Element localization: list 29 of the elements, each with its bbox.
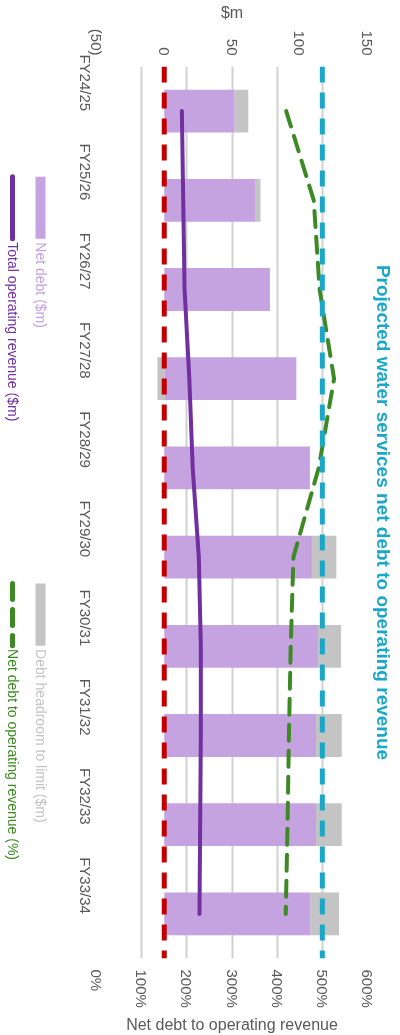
y-tick-label: FY32/33 — [77, 768, 94, 825]
x-tick-label: 500% — [313, 969, 331, 1008]
x-tick-label: 100% — [133, 969, 151, 1008]
y-tick-label: FY26/27 — [77, 232, 94, 290]
text: Total operating revenue ($m) — [4, 242, 21, 422]
x2-tick-label: 50 — [223, 38, 241, 56]
y-tick-label: FY33/34 — [77, 857, 94, 914]
x-tick-label: 300% — [223, 969, 241, 1008]
x2-tick-label: 100 — [291, 30, 309, 56]
y-tick-label: FY31/32 — [77, 678, 94, 736]
y-tick-label: FY24/25 — [77, 54, 94, 112]
y-tick-label: FY28/29 — [77, 411, 94, 468]
x-tick-label: 400% — [268, 969, 286, 1008]
text: Net debt ($m) — [32, 242, 49, 328]
x2-tick-label: (50) — [88, 28, 105, 56]
x-tick-label: 600% — [359, 969, 376, 1008]
x2-tick-label: 150 — [359, 30, 376, 56]
y-tick-label: FY29/30 — [77, 500, 94, 558]
x2-axis-title: $m — [220, 3, 244, 21]
x2-tick-label: 0 — [155, 47, 173, 56]
y-tick-label: FY27/28 — [77, 322, 94, 379]
text: Debt headroom to limit ($m) — [32, 649, 49, 823]
x-tick-label: 0% — [88, 969, 105, 992]
text: Net debt to operating revenue (%) — [4, 649, 21, 861]
y-tick-label: FY25/26 — [77, 143, 94, 201]
x-tick-label: 200% — [178, 969, 196, 1008]
text: Projected water services net debt to operating revenue — [372, 264, 394, 761]
x-axis-title: Net debt to operating revenue — [126, 1015, 338, 1033]
y-tick-label: FY30/31 — [77, 589, 94, 647]
